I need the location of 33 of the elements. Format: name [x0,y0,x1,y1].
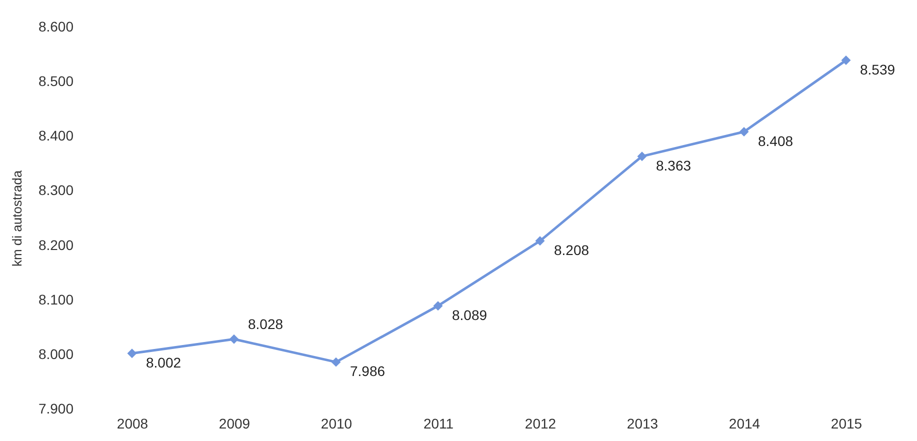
y-tick-label: 8.500 [38,73,74,90]
x-tick-label: 2008 [116,416,148,432]
data-label: 8.539 [860,61,896,78]
x-tick-label: 2012 [524,416,556,432]
data-label: 8.089 [452,306,488,323]
y-tick-label: 8.400 [38,128,74,144]
data-label: 8.208 [554,242,590,258]
x-tick-label: 2013 [626,416,658,432]
data-label: 8.408 [758,132,794,149]
x-tick-label: 2010 [320,416,352,432]
x-tick-label: 2009 [218,416,250,432]
x-tick-label: 2014 [728,416,760,432]
x-tick-label: 2015 [830,416,862,432]
x-tick-label: 2011 [423,416,454,432]
y-axis-title: km di autostrada [9,170,24,267]
data-label: 8.363 [656,157,692,174]
point [637,152,647,162]
data-label: 7.986 [350,363,386,380]
y-tick-label: 8.000 [38,346,74,362]
point [433,301,443,311]
data-label: 8.028 [248,316,284,332]
y-tick-label: 8.100 [38,291,74,308]
y-tick-label: 8.600 [38,18,74,34]
point [841,56,851,66]
point [739,127,749,137]
data-label: 8.002 [146,354,182,370]
point [535,236,545,246]
point [127,348,137,358]
y-tick-label: 8.200 [38,236,74,253]
y-tick-label: 7.900 [38,400,74,416]
point [331,357,341,367]
y-tick-label: 8.300 [38,182,74,198]
point [229,334,239,344]
